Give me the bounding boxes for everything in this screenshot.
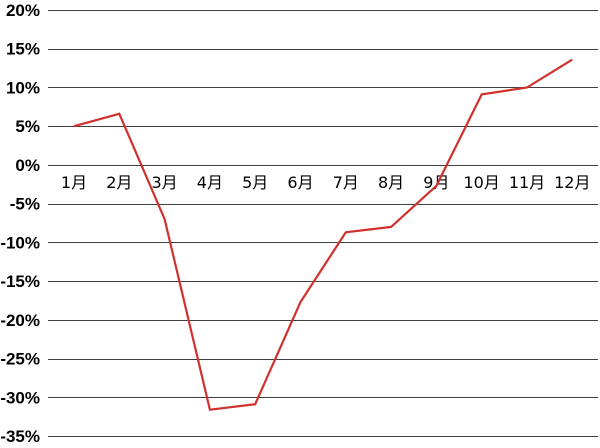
y-tick-label: -25% [0, 350, 40, 369]
x-tick-label: 7月 [333, 173, 359, 192]
y-tick-label: 0% [15, 156, 40, 175]
x-tick-label: 6月 [287, 173, 313, 192]
x-tick-label: 2月 [106, 173, 132, 192]
x-tick-label: 1月 [61, 173, 87, 192]
y-tick-label: 20% [6, 1, 40, 20]
x-tick-label: 11月 [509, 173, 545, 192]
series-layer [73, 58, 573, 411]
x-tick-label: 3月 [152, 173, 178, 192]
y-tick-label: 10% [6, 78, 40, 97]
y-tick-label: -30% [0, 388, 40, 407]
x-tick-label: 5月 [242, 173, 268, 192]
y-axis-tick-labels: 20% 15% 10% 5% 0% -5% -10% -15% -20% -25% -30% -35% [0, 1, 40, 446]
series-line [73, 58, 573, 411]
y-tick-label: -5% [10, 195, 40, 214]
y-tick-label: 5% [15, 117, 40, 136]
x-tick-label: 8月 [378, 173, 404, 192]
x-axis-tick-labels: 1月 2月 3月 4月 5月 6月 7月 8月 9月 10月 11月 12月 [61, 173, 591, 192]
y-tick-label: -20% [0, 311, 40, 330]
x-tick-label: 9月 [423, 173, 449, 192]
y-tick-label: -15% [0, 272, 40, 291]
y-tick-label: 15% [6, 40, 40, 59]
x-tick-label: 4月 [197, 173, 223, 192]
y-tick-label: -10% [0, 233, 40, 252]
x-tick-label: 12月 [554, 173, 590, 192]
x-tick-label: 10月 [464, 173, 500, 192]
gridlines [48, 10, 598, 437]
y-tick-label: -35% [0, 427, 40, 446]
